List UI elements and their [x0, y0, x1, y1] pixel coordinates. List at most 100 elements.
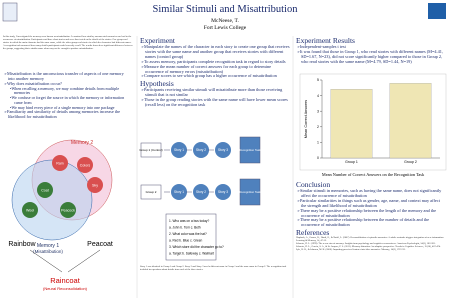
title: Similar Stimuli and Misattribution	[152, 4, 298, 15]
list-item: Lyle, K. B., & Johnson, M. K. (2006). Im…	[296, 247, 406, 251]
list-item: It was found that those in Group 1, who …	[296, 49, 446, 65]
heading: Experiment	[140, 36, 175, 45]
x-tick-label: Group 2	[404, 160, 417, 164]
list-item: Hupbach, A., Gomez, R., Hardt, O., & Nad…	[296, 236, 444, 243]
sub-bullet: We may bind every piece of a single memo…	[3, 105, 131, 111]
intro: In this study, I investigated the memory…	[3, 35, 133, 50]
list-item: Independent-samples t test	[296, 44, 446, 50]
node-label: Peacock	[61, 209, 75, 213]
story-label: Story 2	[196, 148, 206, 152]
connector	[29, 249, 63, 273]
list-item: Schacter, D. L. (1999). The seven sins o…	[296, 242, 436, 246]
word: Peacoat	[87, 241, 113, 248]
question: 3. Which store did the character go to?	[169, 245, 224, 249]
node	[52, 155, 68, 171]
heading: Conclusion	[296, 180, 331, 189]
question: 1. Who was on a bus today?	[169, 219, 209, 223]
task-box	[239, 136, 261, 164]
node	[37, 182, 53, 198]
conclusion: Conclusion Similar stimuli in memories, …	[296, 180, 446, 252]
story-node	[171, 142, 187, 158]
node-label: Wool	[26, 209, 34, 213]
group-label: Group 2	[146, 190, 157, 194]
y-tick-label: 5	[317, 78, 319, 82]
list-item: Similar stimuli in memories, such as hav…	[296, 188, 446, 199]
question-box	[165, 213, 217, 261]
y-tick-label: 4	[317, 94, 319, 98]
story-node	[215, 184, 231, 200]
affiliation: Fort Lewis College	[203, 25, 247, 31]
footnote: Story 1 was identical in Group 1 and Gro…	[140, 265, 287, 271]
list-item: Manipulate the names of the character in…	[140, 44, 290, 60]
bullet-list: Participants receiving similar stimuli w…	[140, 87, 290, 108]
list-item: There may be a positive relationship bet…	[296, 208, 446, 219]
y-tick-label: 2	[317, 125, 319, 129]
heading: Experiment Results	[296, 36, 355, 45]
list-item: Participants receiving similar stimuli w…	[140, 87, 290, 98]
story-label: Story 3	[218, 190, 228, 194]
bullet: Why does misattribution occur?	[3, 81, 131, 87]
group-box	[140, 184, 162, 200]
node-label: Sky	[92, 184, 98, 188]
bullet: Misattribution is the unconscious transf…	[3, 71, 131, 82]
background: Misattribution is the unconscious transf…	[3, 71, 131, 120]
bullet-list: Manipulate the names of the character in…	[140, 44, 290, 79]
memory-label: (Misattribution)	[33, 249, 63, 254]
sub-bullet: When recalling a memory, we may combine …	[3, 86, 131, 96]
group-label: Group 1 (Control)	[139, 148, 162, 152]
heading: References	[296, 228, 330, 238]
node-label: Colors	[80, 164, 91, 168]
node	[87, 177, 103, 193]
bar	[389, 83, 432, 159]
memory-label: Memory 1	[37, 243, 59, 249]
story-node	[193, 184, 209, 200]
story-label: Story 3	[218, 148, 228, 152]
question: a. Target b. Safeway c. Walmart	[169, 252, 214, 256]
list-item: Those in the group reading stories with …	[140, 97, 290, 108]
node	[22, 202, 38, 218]
question: a. John b. Tom c. Beth	[169, 226, 201, 230]
story-node	[215, 142, 231, 158]
node	[60, 202, 76, 218]
task-box	[239, 178, 261, 206]
bullet: Familiarity and similarity of details am…	[3, 109, 131, 120]
result-word: Raincoat	[50, 276, 81, 285]
story-node	[171, 184, 187, 200]
group-box	[140, 142, 162, 158]
logo-right	[428, 3, 446, 19]
logo-left	[2, 2, 18, 22]
story-label: Story 2	[196, 190, 206, 194]
y-tick-label: 1	[317, 141, 319, 145]
story-label: Story 1	[174, 190, 184, 194]
results: Experiment Results Independent-samples t…	[296, 36, 446, 65]
bar	[330, 89, 373, 159]
experiment: Experiment Manipulate the names of the c…	[140, 36, 290, 108]
list-item: To assess memory, participants complete …	[140, 59, 290, 65]
list-item: There may be a positive relationship bet…	[296, 218, 446, 228]
sub-bullet: We confuse or forget the source in which…	[3, 95, 131, 105]
chart-caption: Mean Number of Correct Answers on the Re…	[321, 172, 425, 177]
list-item: Compare scores to see which group has a …	[140, 74, 290, 79]
x-tick-label: Group 1	[345, 160, 358, 164]
memory-circle	[11, 159, 93, 241]
y-tick-label: 3	[317, 109, 319, 113]
story-node	[193, 142, 209, 158]
node-label: Coat	[41, 189, 49, 193]
result-note: (Neural Reconsolidation)	[43, 286, 88, 291]
task-label: Recognition Task	[239, 148, 261, 152]
question: a. Red b. Blue c. Green	[169, 239, 203, 243]
list-item: Schacter, D. L., Guerin, S. A., & St. Ja…	[296, 244, 441, 248]
question: 2. What color was the hat?	[169, 232, 207, 236]
author: McNeese, T.	[211, 18, 239, 24]
task-label: Recognition Task	[239, 190, 261, 194]
word: Rainbow	[8, 241, 36, 248]
y-tick-label: 0	[317, 156, 319, 160]
node-label: Rain	[56, 162, 63, 166]
bullet-list: Independent-samples t testIt was found t…	[296, 44, 446, 65]
node	[77, 157, 93, 173]
memory-label: Memory 2	[71, 140, 93, 146]
list-item: Particular similarities in things such a…	[296, 198, 446, 209]
reference-list: Hupbach, A., Gomez, R., Hardt, O., & Nad…	[296, 236, 446, 252]
